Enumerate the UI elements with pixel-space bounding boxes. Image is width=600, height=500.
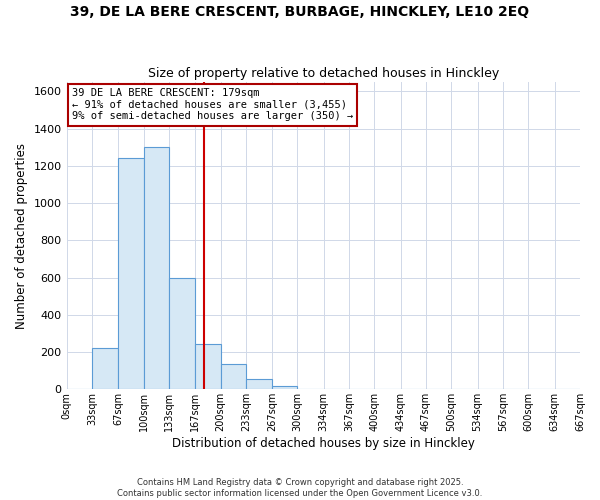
Text: Contains HM Land Registry data © Crown copyright and database right 2025.
Contai: Contains HM Land Registry data © Crown c… — [118, 478, 482, 498]
Bar — [221, 364, 246, 390]
Bar — [92, 348, 118, 390]
Bar — [118, 158, 143, 390]
Text: 39, DE LA BERE CRESCENT, BURBAGE, HINCKLEY, LE10 2EQ: 39, DE LA BERE CRESCENT, BURBAGE, HINCKL… — [70, 5, 530, 19]
Bar — [169, 278, 195, 390]
X-axis label: Distribution of detached houses by size in Hinckley: Distribution of detached houses by size … — [172, 437, 475, 450]
Text: 39 DE LA BERE CRESCENT: 179sqm
← 91% of detached houses are smaller (3,455)
9% o: 39 DE LA BERE CRESCENT: 179sqm ← 91% of … — [71, 88, 353, 122]
Bar — [246, 379, 272, 390]
Bar — [272, 386, 298, 390]
Title: Size of property relative to detached houses in Hinckley: Size of property relative to detached ho… — [148, 66, 499, 80]
Bar — [143, 147, 169, 390]
Y-axis label: Number of detached properties: Number of detached properties — [15, 142, 28, 328]
Bar — [195, 344, 221, 390]
